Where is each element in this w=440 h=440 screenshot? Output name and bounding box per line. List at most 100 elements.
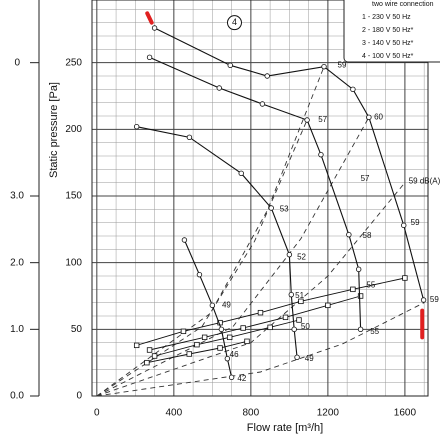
db-label: 42 (237, 374, 246, 383)
db-label: 50 (301, 322, 310, 331)
power-marker (267, 324, 273, 331)
db-label: 55 (370, 327, 379, 336)
curve-marker (401, 222, 407, 229)
db-label: 59 (430, 295, 439, 304)
y-tick-label: 200 (65, 124, 82, 135)
power-marker (201, 334, 208, 341)
db-label: 52 (297, 252, 306, 261)
curve-marker (224, 355, 231, 362)
x-axis-label: Flow rate [m³/h] (247, 422, 323, 434)
plot-frame (91, 0, 429, 397)
curve-marker (286, 251, 293, 258)
legend-entry: 2 - 180 V 50 Hz* (362, 27, 414, 34)
curve-marker (186, 134, 193, 141)
power-marker (325, 302, 331, 309)
system-curve (96, 302, 425, 397)
power-marker (298, 298, 304, 305)
curve-marker (218, 326, 225, 333)
system-curve (96, 66, 325, 397)
power-marker (194, 341, 200, 348)
y2-tick-label: 3.0 (10, 191, 24, 202)
power-marker (151, 353, 158, 359)
curve-marker (196, 271, 203, 278)
system-curve (96, 182, 406, 397)
curve-marker (268, 205, 274, 211)
power-marker (240, 325, 246, 331)
db-label: 55 (366, 280, 375, 289)
circled-marker (226, 15, 242, 31)
db-label: 59 dB(A) (409, 176, 440, 185)
power-marker (133, 342, 140, 349)
curve-marker (318, 151, 324, 158)
y-tick-label: 250 (65, 57, 82, 68)
db-label: 59 (411, 218, 420, 227)
curve-marker (181, 237, 188, 243)
db-label: 51 (295, 291, 304, 300)
legend-entry: 4 - 100 V 50 Hz* (362, 53, 414, 60)
db-label: 59 (338, 60, 347, 69)
y2-tick-label: 0.0 (10, 391, 24, 402)
fan-curve (136, 126, 298, 358)
power-marker (296, 317, 302, 323)
power-marker (144, 359, 150, 366)
power-marker (257, 309, 264, 316)
db-label: 60 (374, 112, 383, 121)
curve-marker (294, 354, 300, 361)
circled-label: 4 (232, 17, 237, 27)
curve-marker (420, 297, 427, 303)
curve-marker (321, 63, 327, 70)
curve-marker (238, 170, 244, 177)
curve-marker (366, 114, 372, 121)
y2-tick-label: 1.0 (10, 324, 24, 335)
curve-marker (146, 54, 153, 61)
x-tick-label: 400 (165, 408, 182, 419)
fan-curve (183, 239, 233, 378)
y-tick-label: 100 (65, 257, 82, 268)
curve-marker (228, 374, 235, 381)
left-label: 0 (14, 57, 20, 68)
x-tick-label: 1200 (317, 408, 340, 419)
system-curve (96, 119, 308, 397)
curve-marker (133, 123, 140, 130)
y-tick-label: 0 (76, 391, 82, 402)
y-axis-label: Static pressure [Pa] (48, 82, 60, 178)
curve-marker (346, 231, 352, 238)
x-tick-label: 1600 (394, 408, 417, 419)
y-tick-label: 50 (71, 324, 83, 335)
power-curve (136, 277, 405, 346)
curve-marker (288, 291, 294, 298)
y2-tick-label: 2.0 (10, 257, 24, 268)
power-marker (357, 293, 364, 299)
legend-box (343, 0, 440, 63)
system-curve (96, 117, 370, 397)
curve-marker (259, 101, 266, 107)
curve-marker (216, 85, 222, 91)
power-marker (226, 334, 233, 341)
curve-marker (209, 302, 216, 309)
power-marker (282, 314, 289, 321)
power-marker (350, 286, 356, 293)
x-tick-label: 800 (243, 408, 260, 419)
power-marker (402, 275, 408, 281)
db-label: 57 (361, 174, 370, 183)
power-marker (146, 347, 153, 353)
db-label: 53 (280, 204, 289, 213)
curve-marker (151, 25, 158, 31)
curve-marker (304, 117, 310, 123)
db-label: 49 (222, 300, 231, 309)
curve-marker (291, 326, 297, 333)
highlight (145, 11, 154, 25)
power-marker (180, 328, 187, 335)
curve-marker (355, 266, 362, 273)
db-label: 46 (230, 350, 239, 359)
y-tick-label: 150 (65, 191, 82, 202)
db-label: 57 (318, 115, 327, 124)
power-curve (146, 340, 248, 364)
x-tick-label: 0 (94, 408, 100, 419)
fan-curve (149, 56, 362, 330)
power-marker (244, 338, 250, 345)
power-curve (149, 295, 361, 351)
curve-marker (227, 62, 233, 69)
fan-curve (154, 27, 425, 301)
